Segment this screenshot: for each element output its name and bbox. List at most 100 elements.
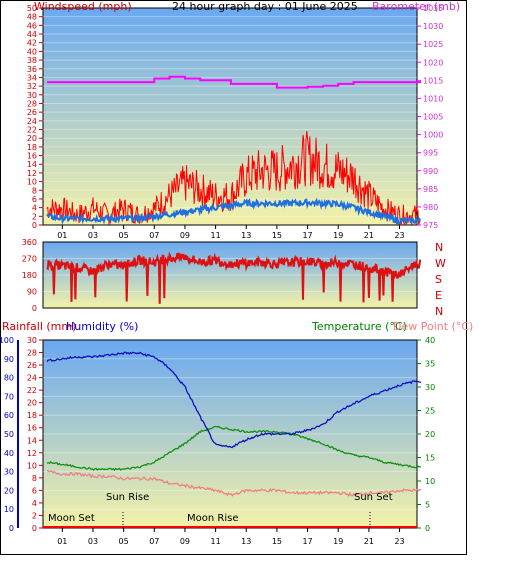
- temp-hum-panel: [42, 339, 418, 529]
- humidity-label: Humidity (%): [66, 320, 138, 333]
- humidity-tick-label: 50: [4, 430, 14, 439]
- temp-hum-grid: [43, 358, 417, 510]
- humidity-tick-label: 40: [4, 449, 14, 458]
- rain-tick-label: 26: [27, 361, 37, 370]
- hour-label: 21: [364, 231, 374, 240]
- wind-tick-label: 48: [27, 13, 37, 22]
- baro-tick-label: 980: [423, 203, 438, 212]
- humidity-tick-label: 90: [4, 355, 14, 364]
- wind-tick-label: 0: [32, 221, 37, 230]
- hour-label: 17: [302, 231, 312, 240]
- wind-tick-label: 4: [32, 204, 37, 213]
- hour-label: 09: [180, 537, 190, 546]
- baro-tick-label: 975: [423, 221, 438, 230]
- wind-tick-label: 16: [27, 152, 37, 161]
- temp-tick-label: 5: [425, 501, 430, 510]
- wind-series: [46, 75, 421, 226]
- wind-tick-label: 42: [27, 39, 37, 48]
- rain-tick-label: 30: [27, 336, 37, 345]
- wind-tick-label: 34: [27, 73, 37, 82]
- wind-tick-label: 36: [27, 65, 37, 74]
- baro-tick-label: 1005: [423, 113, 443, 122]
- wind-tick-label: 14: [27, 160, 37, 169]
- wind-tick-label: 12: [27, 169, 37, 178]
- hour-label: 05: [119, 537, 129, 546]
- hour-label: 13: [241, 537, 251, 546]
- graph-title: 24 hour graph day : 01 June 2025: [172, 0, 358, 13]
- compass-label: S: [435, 273, 442, 286]
- baro-axis: 975 980 985 990 995 1000 1005 1010 1015 1020 1025 1…: [417, 4, 443, 230]
- direction-series: [46, 251, 422, 304]
- rain-tick-label: 18: [27, 411, 37, 420]
- hour-label: 19: [333, 231, 343, 240]
- wind-tick-label: 30: [27, 91, 37, 100]
- wind-tick-label: 28: [27, 99, 37, 108]
- wind-tick-label: 2: [32, 212, 37, 221]
- direction-tick-label: 360: [22, 238, 37, 247]
- barometer-label: Barometer (mb): [372, 0, 460, 13]
- compass-label: N: [435, 241, 443, 254]
- humidity-tick-label: 100: [0, 336, 14, 345]
- wind-tick-label: 38: [27, 56, 37, 65]
- baro-tick-label: 995: [423, 149, 438, 158]
- rain-tick-label: 22: [27, 386, 37, 395]
- humidity-tick-label: 0: [9, 524, 14, 533]
- rain-tick-label: 28: [27, 349, 37, 358]
- temp-tick-label: 15: [425, 454, 435, 463]
- moon-set-text: Moon Set: [48, 513, 95, 524]
- moon-rise-text: Moon Rise: [187, 513, 238, 524]
- hour-label: 05: [119, 231, 129, 240]
- wind-tick-label: 44: [27, 30, 37, 39]
- temp-tick-label: 30: [425, 383, 435, 392]
- hour-label: 15: [272, 537, 282, 546]
- temp-tick-label: 20: [425, 430, 435, 439]
- dewpoint-label: Dew Point (°C): [393, 320, 473, 333]
- humidity-line: [46, 351, 422, 449]
- temp-tick-label: 25: [425, 407, 435, 416]
- hour-label: 01: [57, 537, 67, 546]
- hour-label: 11: [211, 537, 221, 546]
- hour-label: 03: [88, 537, 98, 546]
- rain-tick-label: 6: [32, 486, 37, 495]
- temp-tick-label: 0: [425, 524, 430, 533]
- temp-tick-label: 40: [425, 336, 435, 345]
- wind-tick-label: 32: [27, 82, 37, 91]
- direction-axis: 0 90 180 270 360: [22, 238, 37, 313]
- rain-tick-label: 0: [32, 524, 37, 533]
- wind-tick-label: 26: [27, 108, 37, 117]
- wind-tick-label: 8: [32, 186, 37, 195]
- baro-tick-label: 1000: [423, 131, 443, 140]
- compass-label: E: [435, 289, 442, 302]
- wind-tick-label: 24: [27, 117, 37, 126]
- hour-label: 07: [149, 537, 159, 546]
- baro-tick-label: 985: [423, 185, 438, 194]
- compass-label: W: [435, 257, 446, 270]
- wind-tick-label: 40: [27, 47, 37, 56]
- humidity-axis: 0 10 20 30 40 50 60 70 80 90 100: [0, 336, 19, 533]
- temperature-label: Temperature (°C): [311, 320, 407, 333]
- hour-label: 23: [394, 537, 404, 546]
- hour-label: 19: [333, 537, 343, 546]
- rain-tick-label: 2: [32, 511, 37, 520]
- wind-baro-panel: [42, 7, 418, 226]
- direction-panel: [42, 241, 418, 309]
- windspeed-label: Windspeed (mph): [34, 0, 132, 13]
- rain-tick-label: 24: [27, 374, 37, 383]
- rain-tick-label: 16: [27, 424, 37, 433]
- baro-tick-label: 1025: [423, 40, 443, 49]
- baro-tick-label: 1015: [423, 76, 443, 85]
- rain-tick-label: 8: [32, 474, 37, 483]
- rain-tick-label: 12: [27, 449, 37, 458]
- humidity-tick-label: 20: [4, 486, 14, 495]
- hour-label: 21: [364, 537, 374, 546]
- rain-tick-label: 14: [27, 436, 37, 445]
- direction-tick-label: 270: [22, 255, 37, 264]
- wind-axis: 0246810121416182022242628303234363840424…: [27, 4, 43, 230]
- hour-label: 11: [211, 231, 221, 240]
- wind-tick-label: 6: [32, 195, 37, 204]
- humidity-tick-label: 10: [4, 505, 14, 514]
- wind-direction-line: [46, 251, 422, 304]
- hour-label: 07: [149, 231, 159, 240]
- wind-tick-label: 20: [27, 134, 37, 143]
